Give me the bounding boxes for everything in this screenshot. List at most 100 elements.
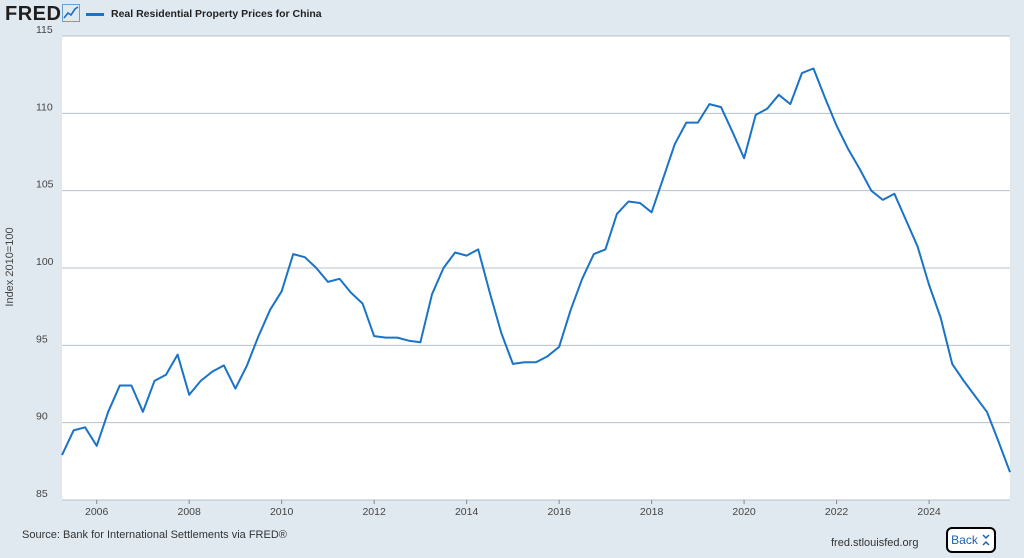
data-point[interactable] <box>175 352 180 357</box>
data-point[interactable] <box>903 218 908 223</box>
data-point[interactable] <box>464 253 469 258</box>
data-point[interactable] <box>314 266 319 271</box>
data-point[interactable] <box>279 289 284 294</box>
legend: Real Residential Property Prices for Chi… <box>86 8 322 20</box>
data-point[interactable] <box>164 372 169 377</box>
x-tick-label: 2024 <box>917 506 941 518</box>
data-point[interactable] <box>649 210 654 215</box>
data-point[interactable] <box>395 335 400 340</box>
y-tick-label: 105 <box>36 179 54 191</box>
data-point[interactable] <box>846 146 851 151</box>
data-point[interactable] <box>129 383 134 388</box>
legend-swatch <box>86 12 104 16</box>
data-point[interactable] <box>672 142 677 147</box>
data-point[interactable] <box>268 307 273 312</box>
collapse-arrows-icon <box>982 534 990 546</box>
data-point[interactable] <box>626 199 631 204</box>
data-point[interactable] <box>233 386 238 391</box>
data-point[interactable] <box>950 361 955 366</box>
data-point[interactable] <box>152 378 157 383</box>
data-point[interactable] <box>799 71 804 76</box>
data-point[interactable] <box>788 102 793 107</box>
data-point[interactable] <box>83 425 88 430</box>
data-point[interactable] <box>337 276 342 281</box>
data-point[interactable] <box>695 120 700 125</box>
data-point[interactable] <box>707 102 712 107</box>
data-point[interactable] <box>360 301 365 306</box>
data-point[interactable] <box>545 354 550 359</box>
data-point[interactable] <box>522 360 527 365</box>
data-point[interactable] <box>557 344 562 349</box>
y-axis-ticks: 85 90 95 100 105 110 115 <box>36 24 54 500</box>
data-point[interactable] <box>476 247 481 252</box>
chart-header: FRED Real Residential Property Prices fo… <box>0 0 1024 30</box>
data-point[interactable] <box>499 330 504 335</box>
back-button-label: Back <box>951 533 978 547</box>
data-point[interactable] <box>753 112 758 117</box>
data-point[interactable] <box>60 453 65 458</box>
data-point[interactable] <box>684 120 689 125</box>
data-point[interactable] <box>372 334 377 339</box>
data-point[interactable] <box>938 315 943 320</box>
data-point[interactable] <box>984 409 989 414</box>
data-point[interactable] <box>198 378 203 383</box>
data-point[interactable] <box>580 276 585 281</box>
data-point[interactable] <box>742 156 747 161</box>
y-tick-label: 85 <box>36 488 48 500</box>
data-point[interactable] <box>210 369 215 374</box>
data-point[interactable] <box>302 255 307 260</box>
data-point[interactable] <box>325 279 330 284</box>
fred-logo[interactable]: FRED <box>5 3 62 25</box>
data-point[interactable] <box>383 335 388 340</box>
data-point[interactable] <box>603 247 608 252</box>
data-point[interactable] <box>429 292 434 297</box>
data-point[interactable] <box>291 252 296 257</box>
data-point[interactable] <box>94 443 99 448</box>
y-tick-label: 90 <box>36 411 48 423</box>
data-point[interactable] <box>568 307 573 312</box>
data-point[interactable] <box>140 409 145 414</box>
data-point[interactable] <box>811 66 816 71</box>
data-point[interactable] <box>661 176 666 181</box>
data-point[interactable] <box>973 394 978 399</box>
data-point[interactable] <box>776 92 781 97</box>
data-point[interactable] <box>869 188 874 193</box>
data-point[interactable] <box>187 392 192 397</box>
data-point[interactable] <box>857 167 862 172</box>
data-point[interactable] <box>441 266 446 271</box>
data-point[interactable] <box>730 129 735 134</box>
source-url[interactable]: fred.stlouisfed.org <box>831 537 919 549</box>
data-point[interactable] <box>765 106 770 111</box>
data-point[interactable] <box>638 201 643 206</box>
data-point[interactable] <box>834 123 839 128</box>
data-point[interactable] <box>996 439 1001 444</box>
series-line[interactable] <box>61 67 1011 473</box>
data-point[interactable] <box>880 197 885 202</box>
back-button[interactable]: Back <box>946 527 996 553</box>
data-point[interactable] <box>718 105 723 110</box>
data-point[interactable] <box>961 378 966 383</box>
data-point[interactable] <box>927 283 932 288</box>
data-point[interactable] <box>534 360 539 365</box>
x-tick-label: 2020 <box>732 506 756 518</box>
data-point[interactable] <box>71 428 76 433</box>
data-point[interactable] <box>221 363 226 368</box>
data-point[interactable] <box>915 244 920 249</box>
data-point[interactable] <box>406 338 411 343</box>
data-point[interactable] <box>487 290 492 295</box>
data-point[interactable] <box>106 409 111 414</box>
data-point[interactable] <box>256 334 261 339</box>
data-point[interactable] <box>614 211 619 216</box>
data-point[interactable] <box>892 191 897 196</box>
data-point[interactable] <box>349 290 354 295</box>
data-point[interactable] <box>1008 470 1013 475</box>
data-point[interactable] <box>823 95 828 100</box>
x-tick-label: 2006 <box>85 506 109 518</box>
data-point[interactable] <box>244 363 249 368</box>
data-point[interactable] <box>453 250 458 255</box>
data-point[interactable] <box>510 361 515 366</box>
y-tick-label: 95 <box>36 333 48 345</box>
data-point[interactable] <box>418 340 423 345</box>
data-point[interactable] <box>591 252 596 257</box>
data-point[interactable] <box>117 383 122 388</box>
